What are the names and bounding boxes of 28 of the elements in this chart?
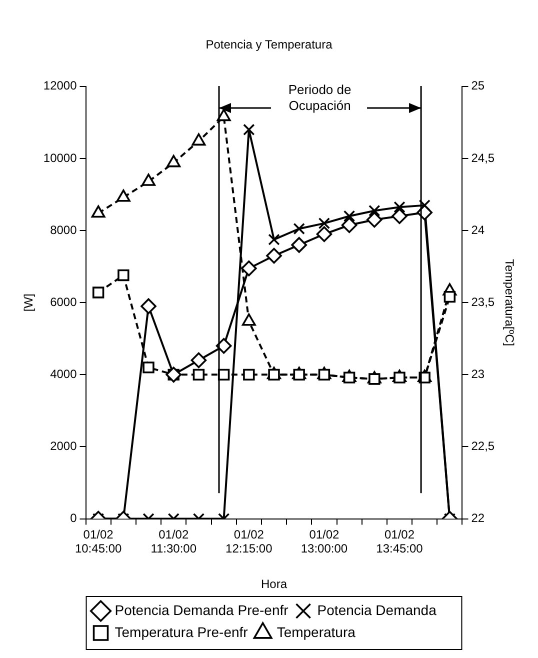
y-tick-label: 2000 <box>50 439 78 454</box>
y-tick-label: 4000 <box>50 366 78 381</box>
y-tick-label: 8000 <box>50 222 78 237</box>
y2-tick-label: 22,5 <box>471 439 495 454</box>
annotation: Periodo de Ocupación <box>274 82 366 114</box>
y-axis-title: [W] <box>22 294 36 312</box>
y2-tick-label: 24,5 <box>471 150 495 165</box>
legend-label: Potencia Demanda <box>317 602 437 618</box>
chart-title: Potencia y Temperatura <box>206 38 333 52</box>
y-tick-label: 10000 <box>43 150 78 165</box>
y2-axis-title: Temperatura[ºC] <box>502 259 516 346</box>
x-tick-label: 01/02 12:15:00 <box>226 527 273 556</box>
x-tick-label: 01/02 13:00:00 <box>300 527 348 556</box>
x-tick-label: 01/02 11:30:00 <box>150 527 197 556</box>
legend-label: Temperatura <box>276 624 356 640</box>
x-tick-label: 01/02 10:45:00 <box>74 527 122 556</box>
y2-tick-label: 23,5 <box>471 294 495 309</box>
x-tick-label: 01/02 13:45:00 <box>376 527 424 556</box>
y2-tick-label: 22 <box>471 511 485 526</box>
legend-label: Temperatura Pre-enfr <box>114 624 248 640</box>
y-tick-label: 6000 <box>50 294 78 309</box>
y-tick-label: 0 <box>70 511 78 526</box>
legend-label: Potencia Demanda Pre-enfr <box>114 602 289 618</box>
y-tick-label: 12000 <box>43 78 78 93</box>
y2-tick-label: 23 <box>471 366 485 381</box>
x-axis-title: Hora <box>261 577 288 592</box>
y2-tick-label: 25 <box>471 78 485 93</box>
y2-tick-label: 24 <box>471 222 485 237</box>
